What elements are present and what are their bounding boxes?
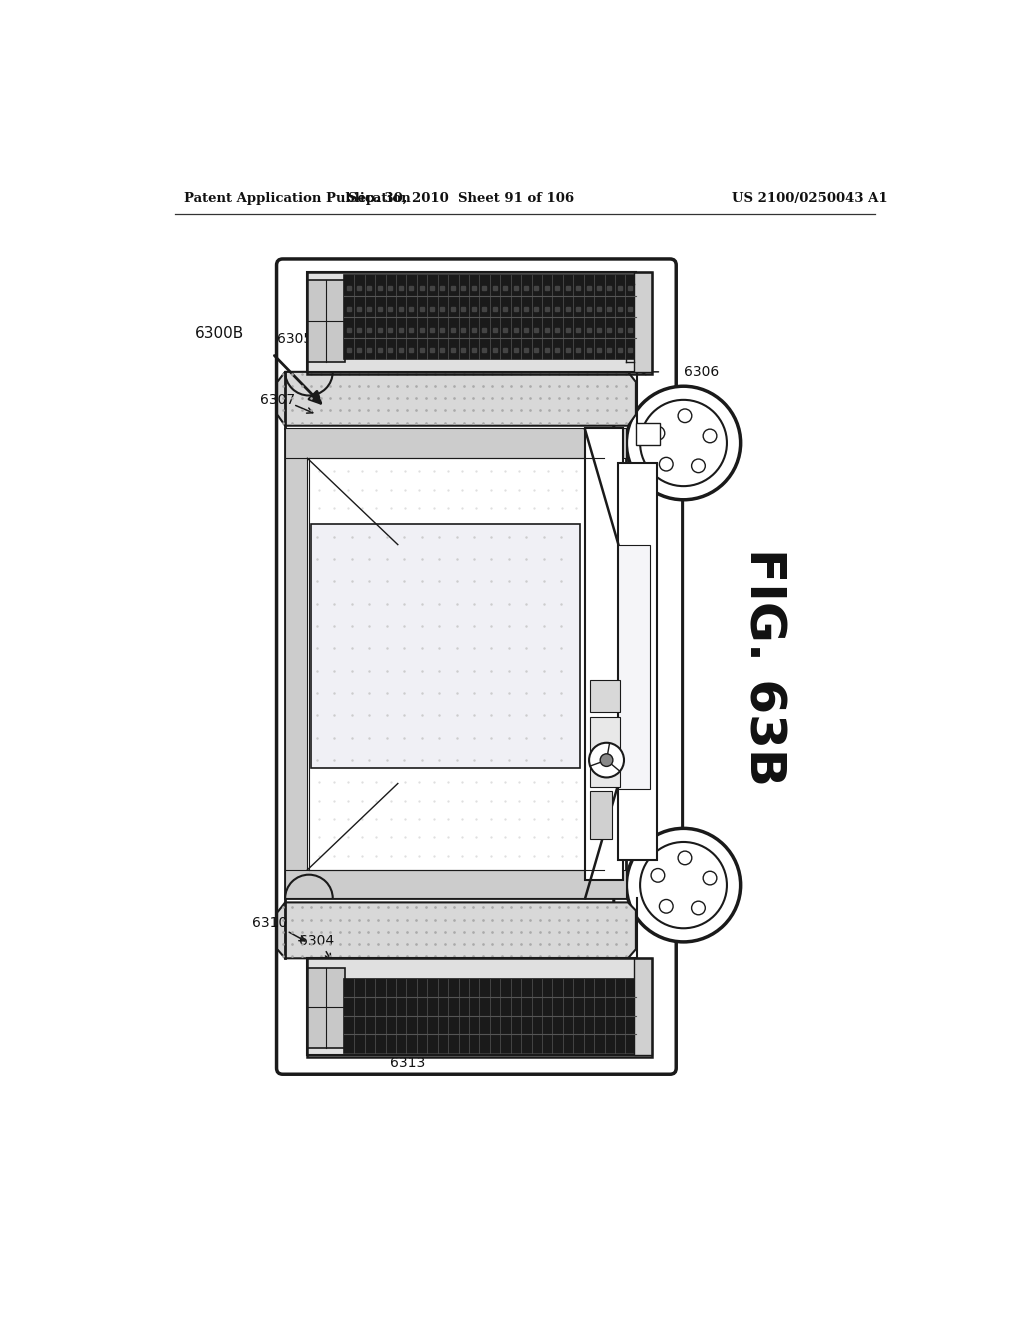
Text: Sep. 30, 2010  Sheet 91 of 106: Sep. 30, 2010 Sheet 91 of 106 <box>348 191 574 205</box>
Bar <box>285 428 627 458</box>
Circle shape <box>691 902 706 915</box>
Text: 6305: 6305 <box>278 333 312 346</box>
Text: Patent Application Publication: Patent Application Publication <box>183 191 411 205</box>
Text: FIG. 63B: FIG. 63B <box>739 548 787 785</box>
Polygon shape <box>278 372 636 426</box>
Circle shape <box>651 426 665 440</box>
Bar <box>590 718 620 787</box>
Text: 6310: 6310 <box>252 916 287 929</box>
Circle shape <box>627 829 740 942</box>
Bar <box>306 272 636 372</box>
Text: US 2100/0250043 A1: US 2100/0250043 A1 <box>732 191 888 205</box>
Bar <box>634 958 652 1055</box>
Circle shape <box>691 459 706 473</box>
Circle shape <box>640 842 727 928</box>
Bar <box>306 958 636 1055</box>
Circle shape <box>640 400 727 486</box>
Circle shape <box>678 851 692 865</box>
Text: 6306: 6306 <box>684 364 719 379</box>
Circle shape <box>600 754 613 767</box>
Circle shape <box>651 869 665 882</box>
Circle shape <box>678 409 692 422</box>
Bar <box>344 276 636 359</box>
Bar <box>590 791 612 840</box>
Bar <box>590 680 620 713</box>
Bar <box>285 429 627 899</box>
Circle shape <box>703 871 717 884</box>
Text: 6300B: 6300B <box>195 326 244 341</box>
Bar <box>285 429 307 899</box>
Bar <box>636 422 659 445</box>
Text: 6313: 6313 <box>390 1056 425 1071</box>
Bar <box>344 978 636 1053</box>
Circle shape <box>627 387 740 500</box>
Circle shape <box>659 457 673 471</box>
Text: 6307: 6307 <box>260 393 295 408</box>
Circle shape <box>703 429 717 442</box>
Polygon shape <box>278 903 636 958</box>
Bar <box>634 272 652 372</box>
Bar <box>285 870 627 899</box>
FancyBboxPatch shape <box>613 413 683 920</box>
Circle shape <box>589 743 624 777</box>
Bar <box>306 272 652 374</box>
Bar <box>585 428 624 880</box>
Circle shape <box>659 899 673 913</box>
Text: 6303: 6303 <box>458 286 494 301</box>
Text: 6304: 6304 <box>299 935 335 948</box>
Bar <box>310 524 581 768</box>
Bar <box>618 463 656 859</box>
Bar <box>306 958 652 1057</box>
Bar <box>618 545 650 788</box>
FancyBboxPatch shape <box>276 259 676 1074</box>
Bar <box>306 969 345 1048</box>
Bar <box>306 280 345 362</box>
Text: 6304: 6304 <box>331 319 367 333</box>
